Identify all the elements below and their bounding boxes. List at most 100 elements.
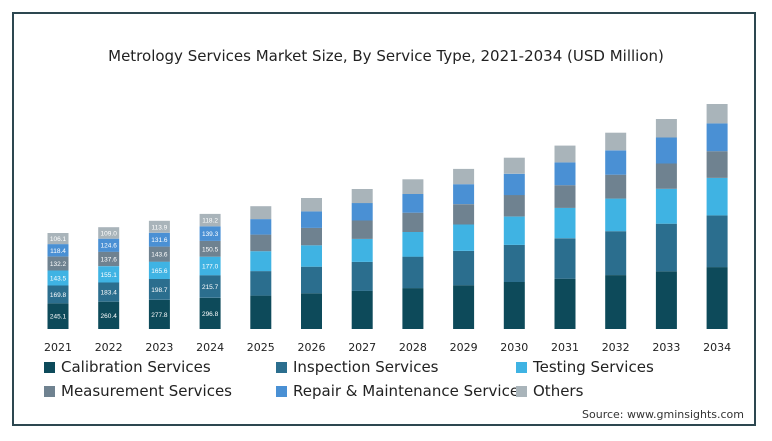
legend-label: Inspection Services bbox=[293, 358, 439, 376]
x-tick-label: 2032 bbox=[602, 341, 630, 354]
bar-segment bbox=[98, 227, 120, 239]
data-label: 245.1 bbox=[50, 314, 67, 321]
bar-segment bbox=[47, 270, 69, 286]
data-label: 165.6 bbox=[151, 268, 168, 275]
bar-segment bbox=[503, 157, 525, 174]
bar-segment bbox=[655, 163, 677, 189]
bar-segment bbox=[402, 232, 424, 257]
bar-segment bbox=[250, 234, 272, 252]
bar-segment bbox=[301, 245, 322, 267]
bar-segment bbox=[706, 104, 728, 124]
bar-segment bbox=[706, 215, 728, 268]
bar-segment bbox=[301, 227, 322, 246]
x-tick-label: 2034 bbox=[703, 341, 731, 354]
bar-segment bbox=[250, 206, 272, 220]
data-label: 118.4 bbox=[50, 248, 66, 255]
x-tick-label: 2023 bbox=[145, 341, 173, 354]
bar-segment bbox=[199, 240, 221, 257]
bar-segment bbox=[351, 220, 373, 239]
data-label: 198.7 bbox=[151, 287, 168, 294]
data-label: 143.5 bbox=[50, 276, 67, 283]
bar-segment bbox=[605, 275, 627, 329]
bar-segment bbox=[554, 207, 576, 239]
bar-segment bbox=[351, 203, 373, 221]
bar-segment bbox=[250, 219, 272, 235]
data-label: 137.6 bbox=[101, 257, 118, 264]
data-label: 118.2 bbox=[202, 218, 218, 225]
bar-segment bbox=[98, 301, 120, 329]
data-label: 150.5 bbox=[202, 246, 219, 253]
legend-swatch bbox=[276, 385, 287, 397]
bar-segment bbox=[301, 293, 322, 329]
data-label: 177.0 bbox=[202, 264, 219, 271]
bar-segment bbox=[655, 271, 677, 329]
bar-segment bbox=[706, 178, 728, 216]
bar-segment bbox=[351, 189, 373, 204]
legend-swatch bbox=[44, 361, 55, 373]
data-label: 260.4 bbox=[101, 313, 118, 320]
bar-segment bbox=[503, 244, 525, 282]
data-label: 277.8 bbox=[151, 312, 168, 319]
data-label: 169.8 bbox=[50, 292, 67, 299]
legend-label: Testing Services bbox=[533, 358, 654, 376]
bar-segment bbox=[503, 195, 525, 217]
bar-segment bbox=[47, 256, 69, 271]
data-label: 296.8 bbox=[202, 311, 219, 318]
bar-segment bbox=[402, 194, 424, 213]
bar-segment bbox=[453, 224, 475, 251]
legend-swatch bbox=[44, 385, 55, 397]
bar-segment bbox=[148, 261, 170, 279]
legend-swatch bbox=[276, 361, 287, 373]
x-tick-label: 2030 bbox=[500, 341, 528, 354]
bar-segment bbox=[453, 251, 475, 286]
legend-swatch bbox=[516, 385, 527, 397]
data-label: 113.9 bbox=[152, 224, 168, 231]
bar-segment bbox=[47, 303, 69, 329]
x-tick-label: 2024 bbox=[196, 341, 224, 354]
bar-segment bbox=[98, 251, 120, 267]
bar-segment bbox=[453, 204, 475, 225]
legend-item: Measurement Services bbox=[44, 382, 232, 400]
bar-segment bbox=[605, 150, 627, 175]
x-tick-label: 2022 bbox=[95, 341, 123, 354]
data-label: 143.6 bbox=[151, 252, 168, 259]
chart-title: Metrology Services Market Size, By Servi… bbox=[108, 47, 664, 65]
x-tick-label: 2033 bbox=[652, 341, 680, 354]
bar-segment bbox=[655, 223, 677, 272]
bar-segment bbox=[148, 279, 170, 300]
bar-segment bbox=[706, 123, 728, 152]
bar-segment bbox=[605, 132, 627, 151]
legend-item: Calibration Services bbox=[44, 358, 211, 376]
legend-label: Others bbox=[533, 382, 584, 400]
bar-segment bbox=[250, 295, 272, 329]
legend-item: Repair & Maintenance Services bbox=[276, 382, 527, 400]
bar-segment bbox=[250, 271, 272, 296]
data-label: 215.7 bbox=[202, 284, 219, 291]
bar-segment bbox=[605, 231, 627, 275]
bar-segment bbox=[98, 282, 120, 302]
bar-segment bbox=[98, 266, 120, 283]
bar-segment bbox=[351, 238, 373, 262]
legend-label: Repair & Maintenance Services bbox=[293, 382, 527, 400]
x-tick-label: 2029 bbox=[450, 341, 478, 354]
bar-segment bbox=[199, 226, 221, 241]
bar-segment bbox=[301, 266, 322, 294]
bar-segment bbox=[503, 173, 525, 196]
data-label: 139.3 bbox=[202, 231, 219, 238]
x-tick-label: 2028 bbox=[399, 341, 427, 354]
x-tick-label: 2025 bbox=[247, 341, 275, 354]
bar-segment bbox=[98, 238, 120, 252]
bar-segment bbox=[402, 288, 424, 329]
chart-frame bbox=[12, 12, 756, 426]
bar-segment bbox=[47, 285, 69, 304]
bar-segment bbox=[554, 162, 576, 186]
bar-segment bbox=[47, 233, 69, 245]
bar-segment bbox=[554, 238, 576, 279]
bar-segment bbox=[453, 285, 475, 329]
bar-segment bbox=[655, 119, 677, 138]
data-label: 155.1 bbox=[101, 272, 118, 279]
bar-segment bbox=[706, 267, 728, 329]
bar-segment bbox=[199, 297, 221, 329]
data-label: 132.2 bbox=[50, 261, 67, 268]
